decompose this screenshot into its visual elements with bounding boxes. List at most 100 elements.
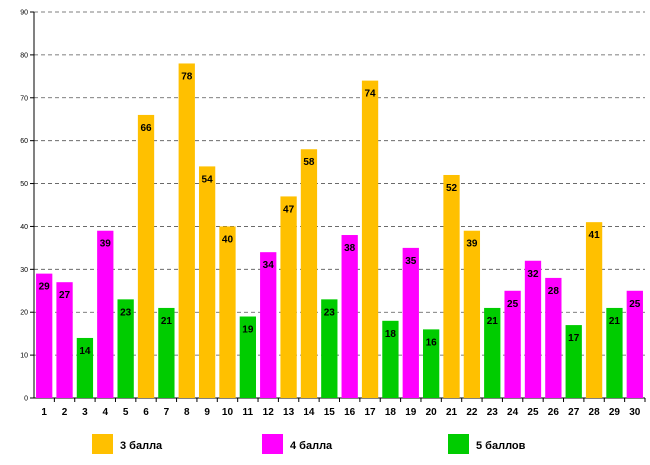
x-tick-label-9: 9 bbox=[204, 407, 210, 418]
data-label-20: 16 bbox=[426, 337, 438, 348]
x-tick-label-30: 30 bbox=[629, 407, 641, 418]
x-tick-label-1: 1 bbox=[41, 407, 47, 418]
x-tick-label-14: 14 bbox=[303, 407, 315, 418]
bar-13 bbox=[280, 196, 297, 398]
bar-23 bbox=[484, 307, 501, 398]
y-tick-label: 40 bbox=[20, 224, 28, 231]
y-tick-label: 50 bbox=[20, 181, 28, 188]
legend-item-3: 3 балла bbox=[92, 434, 163, 454]
bar-2 bbox=[56, 282, 73, 398]
x-tick-label-2: 2 bbox=[62, 407, 68, 418]
data-label-23: 21 bbox=[487, 316, 499, 327]
bar-15 bbox=[321, 299, 338, 398]
data-label-15: 23 bbox=[324, 307, 336, 318]
x-tick-label-27: 27 bbox=[568, 407, 580, 418]
data-label-12: 34 bbox=[263, 260, 275, 271]
legend-swatch-4 bbox=[262, 434, 283, 454]
bar-17 bbox=[361, 80, 379, 398]
data-label-11: 19 bbox=[242, 325, 254, 336]
bar-1 bbox=[36, 273, 53, 398]
data-label-7: 21 bbox=[161, 316, 173, 327]
bar-9 bbox=[198, 166, 216, 398]
x-tick-label-11: 11 bbox=[243, 407, 254, 418]
x-tick-label-13: 13 bbox=[283, 407, 295, 418]
y-tick-label: 0 bbox=[24, 396, 28, 403]
x-tick-label-3: 3 bbox=[82, 407, 88, 418]
data-label-25: 32 bbox=[527, 269, 539, 280]
bar-19 bbox=[402, 247, 419, 398]
x-tick-label-23: 23 bbox=[487, 407, 499, 418]
y-tick-label: 60 bbox=[20, 138, 28, 145]
data-label-24: 25 bbox=[507, 299, 519, 310]
legend-label-3: 3 балла bbox=[120, 440, 163, 452]
data-label-26: 28 bbox=[548, 286, 560, 297]
x-tick-label-17: 17 bbox=[364, 407, 376, 418]
x-tick-labels: 1 2 3 4 5 6 7 8 9 10 11 12 13 14 15 16 17 18 19 20 21 22 23 24 2… bbox=[41, 407, 640, 418]
legend: 3 балла 4 балла 5 баллов bbox=[92, 434, 526, 454]
bar-27 bbox=[565, 325, 582, 398]
data-label-9: 54 bbox=[202, 174, 214, 185]
data-label-8: 78 bbox=[181, 71, 193, 82]
x-tick-label-16: 16 bbox=[344, 407, 356, 418]
bar-26 bbox=[545, 277, 562, 398]
data-labels: 29 27 14 39 23 66 21 78 54 40 19 34 47 58 23 38 74 18 35 16… bbox=[39, 71, 641, 356]
bar-8 bbox=[178, 63, 195, 398]
x-tick-label-20: 20 bbox=[426, 407, 438, 418]
data-label-1: 29 bbox=[39, 282, 51, 293]
data-label-5: 23 bbox=[120, 307, 132, 318]
bar-14 bbox=[300, 149, 318, 398]
bar-25 bbox=[524, 260, 542, 398]
bar-28 bbox=[585, 222, 603, 398]
bar-5 bbox=[117, 299, 134, 398]
data-label-4: 39 bbox=[100, 239, 112, 250]
gridlines bbox=[34, 11, 645, 356]
y-tick-label: 70 bbox=[20, 95, 28, 102]
x-tick-label-12: 12 bbox=[263, 407, 275, 418]
x-tick-label-5: 5 bbox=[123, 407, 129, 418]
x-tick-label-24: 24 bbox=[507, 407, 519, 418]
data-label-14: 58 bbox=[303, 157, 315, 168]
x-tick-label-19: 19 bbox=[405, 407, 417, 418]
bar-4 bbox=[97, 230, 114, 398]
bar-22 bbox=[463, 230, 481, 398]
bars bbox=[36, 63, 643, 398]
data-label-21: 52 bbox=[446, 183, 458, 194]
x-tick-label-26: 26 bbox=[548, 407, 560, 418]
legend-item-4: 4 балла bbox=[262, 434, 333, 454]
bar-29 bbox=[606, 307, 623, 398]
legend-label-4: 4 балла bbox=[290, 440, 333, 452]
data-label-17: 74 bbox=[364, 89, 376, 100]
data-label-6: 66 bbox=[140, 123, 152, 134]
data-label-18: 18 bbox=[385, 329, 397, 340]
bar-18 bbox=[382, 320, 399, 398]
data-label-30: 25 bbox=[629, 299, 641, 310]
data-label-27: 17 bbox=[568, 333, 580, 344]
legend-swatch-3 bbox=[92, 434, 113, 454]
x-tick-label-15: 15 bbox=[324, 407, 336, 418]
x-tick-label-8: 8 bbox=[184, 407, 190, 418]
y-tick-label: 20 bbox=[20, 310, 28, 317]
bar-11 bbox=[239, 316, 256, 398]
x-tick-label-4: 4 bbox=[103, 407, 109, 418]
x-tick-label-7: 7 bbox=[164, 407, 170, 418]
y-tick-label: 10 bbox=[20, 353, 28, 360]
x-tick-label-28: 28 bbox=[589, 407, 601, 418]
x-tick-label-29: 29 bbox=[609, 407, 621, 418]
x-tick-label-25: 25 bbox=[527, 407, 539, 418]
y-tick-label: 90 bbox=[20, 10, 28, 17]
legend-label-5: 5 баллов bbox=[476, 440, 526, 452]
x-tick-label-6: 6 bbox=[143, 407, 149, 418]
legend-swatch-5 bbox=[448, 434, 469, 454]
data-label-16: 38 bbox=[344, 243, 356, 254]
x-tick-label-21: 21 bbox=[446, 407, 458, 418]
y-tick-label: 30 bbox=[20, 267, 28, 274]
bar-10 bbox=[219, 226, 236, 398]
x-tick-label-18: 18 bbox=[385, 407, 397, 418]
bar-3 bbox=[76, 337, 94, 398]
data-label-19: 35 bbox=[405, 256, 417, 267]
axes: 0 10 20 30 40 50 60 70 80 90 bbox=[20, 10, 646, 403]
bar-12 bbox=[260, 252, 277, 398]
data-label-22: 39 bbox=[466, 239, 478, 250]
data-label-28: 41 bbox=[589, 230, 601, 241]
